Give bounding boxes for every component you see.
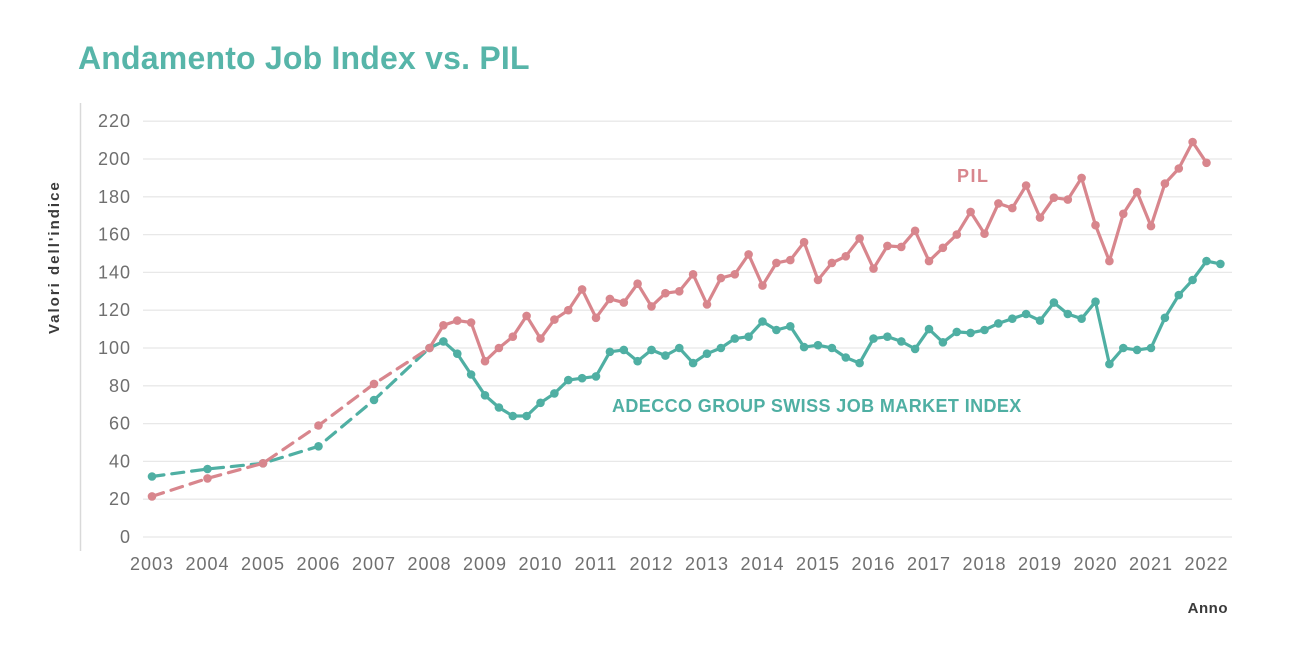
svg-text:2019: 2019 bbox=[1018, 554, 1062, 574]
svg-text:40: 40 bbox=[109, 451, 131, 471]
svg-text:2014: 2014 bbox=[740, 554, 784, 574]
svg-text:160: 160 bbox=[98, 225, 131, 245]
svg-text:180: 180 bbox=[98, 187, 131, 207]
page-title: Andamento Job Index vs. PIL bbox=[78, 40, 530, 76]
svg-text:2003: 2003 bbox=[130, 554, 174, 574]
svg-text:2022: 2022 bbox=[1184, 554, 1228, 574]
svg-text:2015: 2015 bbox=[796, 554, 840, 574]
svg-text:2016: 2016 bbox=[851, 554, 895, 574]
svg-text:2017: 2017 bbox=[907, 554, 951, 574]
svg-text:2012: 2012 bbox=[629, 554, 673, 574]
svg-text:2010: 2010 bbox=[518, 554, 562, 574]
svg-text:0: 0 bbox=[120, 527, 131, 547]
x-axis-title: Anno bbox=[1187, 600, 1228, 617]
svg-text:2007: 2007 bbox=[352, 554, 396, 574]
svg-text:120: 120 bbox=[98, 300, 131, 320]
svg-text:80: 80 bbox=[109, 376, 131, 396]
svg-text:20: 20 bbox=[109, 489, 131, 509]
svg-text:2018: 2018 bbox=[962, 554, 1006, 574]
svg-text:2013: 2013 bbox=[685, 554, 729, 574]
svg-text:2005: 2005 bbox=[241, 554, 285, 574]
svg-text:60: 60 bbox=[109, 414, 131, 434]
svg-text:2009: 2009 bbox=[463, 554, 507, 574]
svg-text:2008: 2008 bbox=[407, 554, 451, 574]
svg-text:200: 200 bbox=[98, 149, 131, 169]
svg-text:100: 100 bbox=[98, 338, 131, 358]
svg-text:2021: 2021 bbox=[1129, 554, 1173, 574]
legend-pil-label: PIL bbox=[957, 166, 990, 186]
svg-text:2020: 2020 bbox=[1073, 554, 1117, 574]
svg-text:2011: 2011 bbox=[575, 554, 618, 574]
svg-text:2006: 2006 bbox=[296, 554, 340, 574]
legend-adecco-label: ADECCO GROUP SWISS JOB MARKET INDEX bbox=[612, 396, 1022, 416]
y-axis-title: Valori dell'indice bbox=[46, 180, 63, 334]
svg-text:2004: 2004 bbox=[185, 554, 229, 574]
svg-text:220: 220 bbox=[98, 111, 131, 131]
svg-text:140: 140 bbox=[98, 262, 131, 282]
